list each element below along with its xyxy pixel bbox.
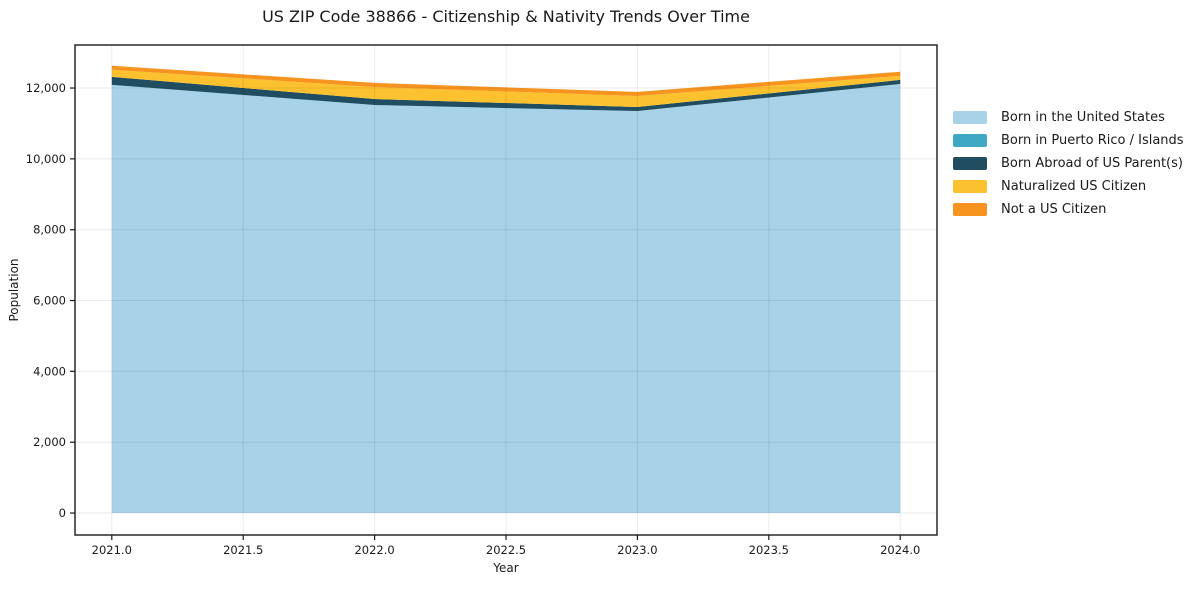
x-tick-label: 2022.5 [486, 543, 526, 557]
x-tick-label: 2023.0 [617, 543, 657, 557]
legend-label: Born Abroad of US Parent(s) [1001, 156, 1183, 171]
y-tick-label: 6,000 [33, 294, 66, 308]
x-tick-label: 2023.5 [749, 543, 789, 557]
legend: Born in the United States Born in Puerto … [953, 106, 1184, 221]
legend-item-naturalized-us-citizen: Naturalized US Citizen [953, 175, 1184, 198]
legend-swatch [953, 157, 987, 170]
chart-title: US ZIP Code 38866 - Citizenship & Nativi… [262, 7, 750, 26]
y-tick-label: 4,000 [33, 364, 66, 378]
legend-swatch [953, 111, 987, 124]
y-tick-label: 0 [59, 506, 66, 520]
legend-swatch [953, 134, 987, 147]
legend-swatch [953, 203, 987, 216]
legend-label: Born in Puerto Rico / Islands [1001, 133, 1184, 148]
legend-item-born-in-puerto-rico-islands: Born in Puerto Rico / Islands [953, 129, 1184, 152]
y-axis-label: Population [7, 258, 21, 322]
area-born-abroad-of-us-parent-s [111, 76, 901, 112]
legend-item-born-in-the-united-states: Born in the United States [953, 106, 1184, 129]
y-tick-label: 10,000 [26, 152, 66, 166]
y-tick-label: 2,000 [33, 435, 66, 449]
x-tick-label: 2022.0 [354, 543, 394, 557]
area-born-in-the-united-states [111, 83, 901, 514]
x-tick-label: 2024.0 [880, 543, 920, 557]
legend-label: Born in the United States [1001, 110, 1165, 125]
y-tick-label: 8,000 [33, 223, 66, 237]
x-tick-label: 2021.0 [92, 543, 132, 557]
legend-label: Naturalized US Citizen [1001, 179, 1147, 194]
x-axis-label: Year [493, 561, 519, 575]
x-tick-label: 2021.5 [223, 543, 263, 557]
area-not-a-us-citizen [111, 65, 901, 97]
area-naturalized-us-citizen [111, 69, 901, 107]
legend-item-not-a-us-citizen: Not a US Citizen [953, 198, 1184, 221]
legend-label: Not a US Citizen [1001, 202, 1107, 217]
y-tick-label: 12,000 [26, 81, 66, 95]
legend-swatch [953, 180, 987, 193]
legend-item-born-abroad-of-us-parent-s: Born Abroad of US Parent(s) [953, 152, 1184, 175]
